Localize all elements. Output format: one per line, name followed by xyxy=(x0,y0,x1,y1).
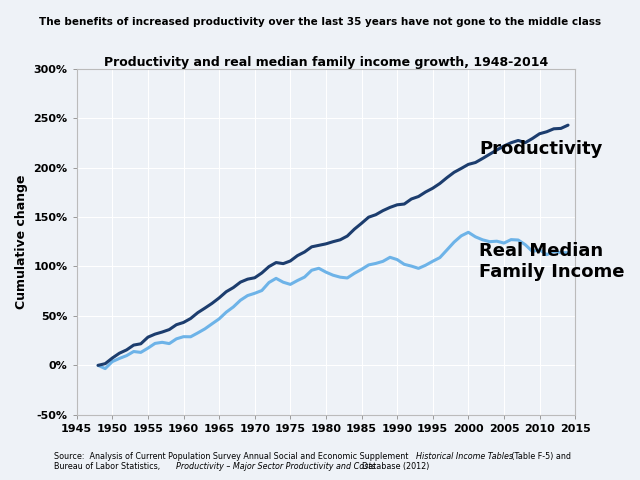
Text: Bureau of Labor Statistics,: Bureau of Labor Statistics, xyxy=(54,462,163,471)
Title: Productivity and real median family income growth, 1948-2014: Productivity and real median family inco… xyxy=(104,56,548,69)
Text: The benefits of increased productivity over the last 35 years have not gone to t: The benefits of increased productivity o… xyxy=(39,17,601,27)
Text: Source:  Analysis of Current Population Survey Annual Social and Economic Supple: Source: Analysis of Current Population S… xyxy=(54,452,412,461)
Text: Productivity: Productivity xyxy=(479,140,602,158)
Y-axis label: Cumulative change: Cumulative change xyxy=(15,175,28,309)
Text: (Table F-5) and: (Table F-5) and xyxy=(509,452,571,461)
Text: Database (2012): Database (2012) xyxy=(362,462,429,471)
Text: Historical Income Tables: Historical Income Tables xyxy=(417,452,513,461)
Text: Productivity – Major Sector Productivity and Costs: Productivity – Major Sector Productivity… xyxy=(176,462,376,471)
Text: Real Median
Family Income: Real Median Family Income xyxy=(479,242,625,281)
